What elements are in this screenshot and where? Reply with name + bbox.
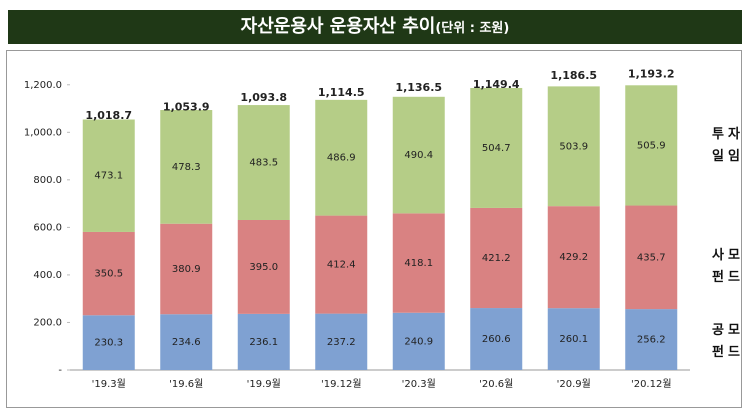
bar-segment — [392, 312, 445, 370]
y-tick-label: - — [58, 365, 62, 376]
x-tick-label: '20.12월 — [631, 378, 672, 390]
total-label: 1,018.7 — [85, 109, 132, 122]
bar-segment — [237, 219, 290, 314]
value-label: 236.1 — [249, 337, 278, 348]
bar-segment — [625, 85, 678, 206]
total-label: 1,114.5 — [318, 86, 365, 99]
y-tick-label: 800.0 — [33, 175, 62, 186]
value-label: 412.4 — [327, 260, 356, 271]
bar-segment — [392, 213, 445, 313]
value-label: 234.6 — [172, 337, 201, 348]
x-tick-label: '19.12월 — [321, 378, 362, 390]
y-tick-label: 400.0 — [33, 270, 62, 281]
bar-segment — [470, 207, 523, 309]
chart-title: 자산운용사 운용자산 추이 — [240, 16, 436, 37]
y-tick-label: 200.0 — [33, 317, 62, 328]
value-label: 486.9 — [327, 153, 356, 164]
x-tick-label: '19.3월 — [92, 378, 126, 390]
value-label: 380.9 — [172, 264, 201, 275]
legend-label: 투자일임 — [712, 127, 744, 164]
bar-segment — [547, 206, 600, 309]
bar-segment — [82, 315, 135, 370]
value-label: 478.3 — [172, 162, 201, 173]
bar-segment — [470, 87, 523, 208]
bar-segment — [315, 215, 368, 314]
value-label: 503.9 — [559, 141, 588, 152]
x-tick-label: '19.6월 — [169, 378, 203, 390]
x-tick-label: '20.3월 — [402, 378, 436, 390]
chart-frame — [6, 50, 742, 408]
value-label: 350.5 — [94, 269, 123, 280]
bar-segment — [470, 308, 523, 370]
bar-segment — [82, 119, 135, 232]
y-tick-label: 1,000.0 — [24, 127, 62, 138]
bar-segment — [625, 309, 678, 370]
bar-segment — [82, 231, 135, 316]
total-label: 1,093.8 — [240, 91, 287, 104]
total-label: 1,136.5 — [395, 81, 442, 94]
bar-segment — [625, 205, 678, 310]
bar-segment — [160, 223, 213, 315]
legend-label: 사모펀드 — [712, 248, 744, 285]
value-label: 260.1 — [559, 334, 588, 345]
value-label: 435.7 — [637, 252, 666, 263]
unit-note: (단위 : 조원) — [435, 21, 510, 36]
bar-segment — [547, 308, 600, 370]
x-tick-label: '20.9월 — [557, 378, 591, 390]
y-tick-label: 600.0 — [33, 222, 62, 233]
bar-segment — [547, 86, 600, 207]
value-label: 256.2 — [637, 335, 666, 346]
value-label: 395.0 — [249, 262, 278, 273]
bar-segment — [392, 96, 445, 214]
bar-segment — [237, 105, 290, 220]
value-label: 505.9 — [637, 140, 666, 151]
total-label: 1,186.5 — [550, 69, 597, 82]
value-label: 237.2 — [327, 337, 356, 348]
bar-segment — [160, 110, 213, 224]
bar-segment — [237, 313, 290, 370]
title-bar: 자산운용사 운용자산 추이(단위 : 조원) — [8, 10, 742, 44]
value-label: 421.2 — [482, 253, 511, 264]
bar-segment — [160, 314, 213, 370]
bar-segment — [315, 99, 368, 216]
total-label: 1,193.2 — [628, 67, 675, 80]
legend-label: 공모펀드 — [712, 323, 744, 360]
value-label: 473.1 — [94, 171, 123, 182]
x-tick-label: '19.9월 — [247, 378, 281, 390]
y-tick-label: 1,200.0 — [24, 80, 62, 91]
x-tick-label: '20.6월 — [479, 378, 513, 390]
value-label: 230.3 — [94, 338, 123, 349]
value-label: 240.9 — [404, 336, 433, 347]
value-label: 483.5 — [249, 158, 278, 169]
total-label: 1,149.4 — [473, 78, 520, 91]
bar-segment — [315, 313, 368, 370]
total-label: 1,053.9 — [163, 100, 210, 113]
value-label: 260.6 — [482, 334, 511, 345]
value-label: 490.4 — [404, 150, 433, 161]
value-label: 418.1 — [404, 258, 433, 269]
value-label: 504.7 — [482, 143, 511, 154]
value-label: 429.2 — [559, 252, 588, 263]
